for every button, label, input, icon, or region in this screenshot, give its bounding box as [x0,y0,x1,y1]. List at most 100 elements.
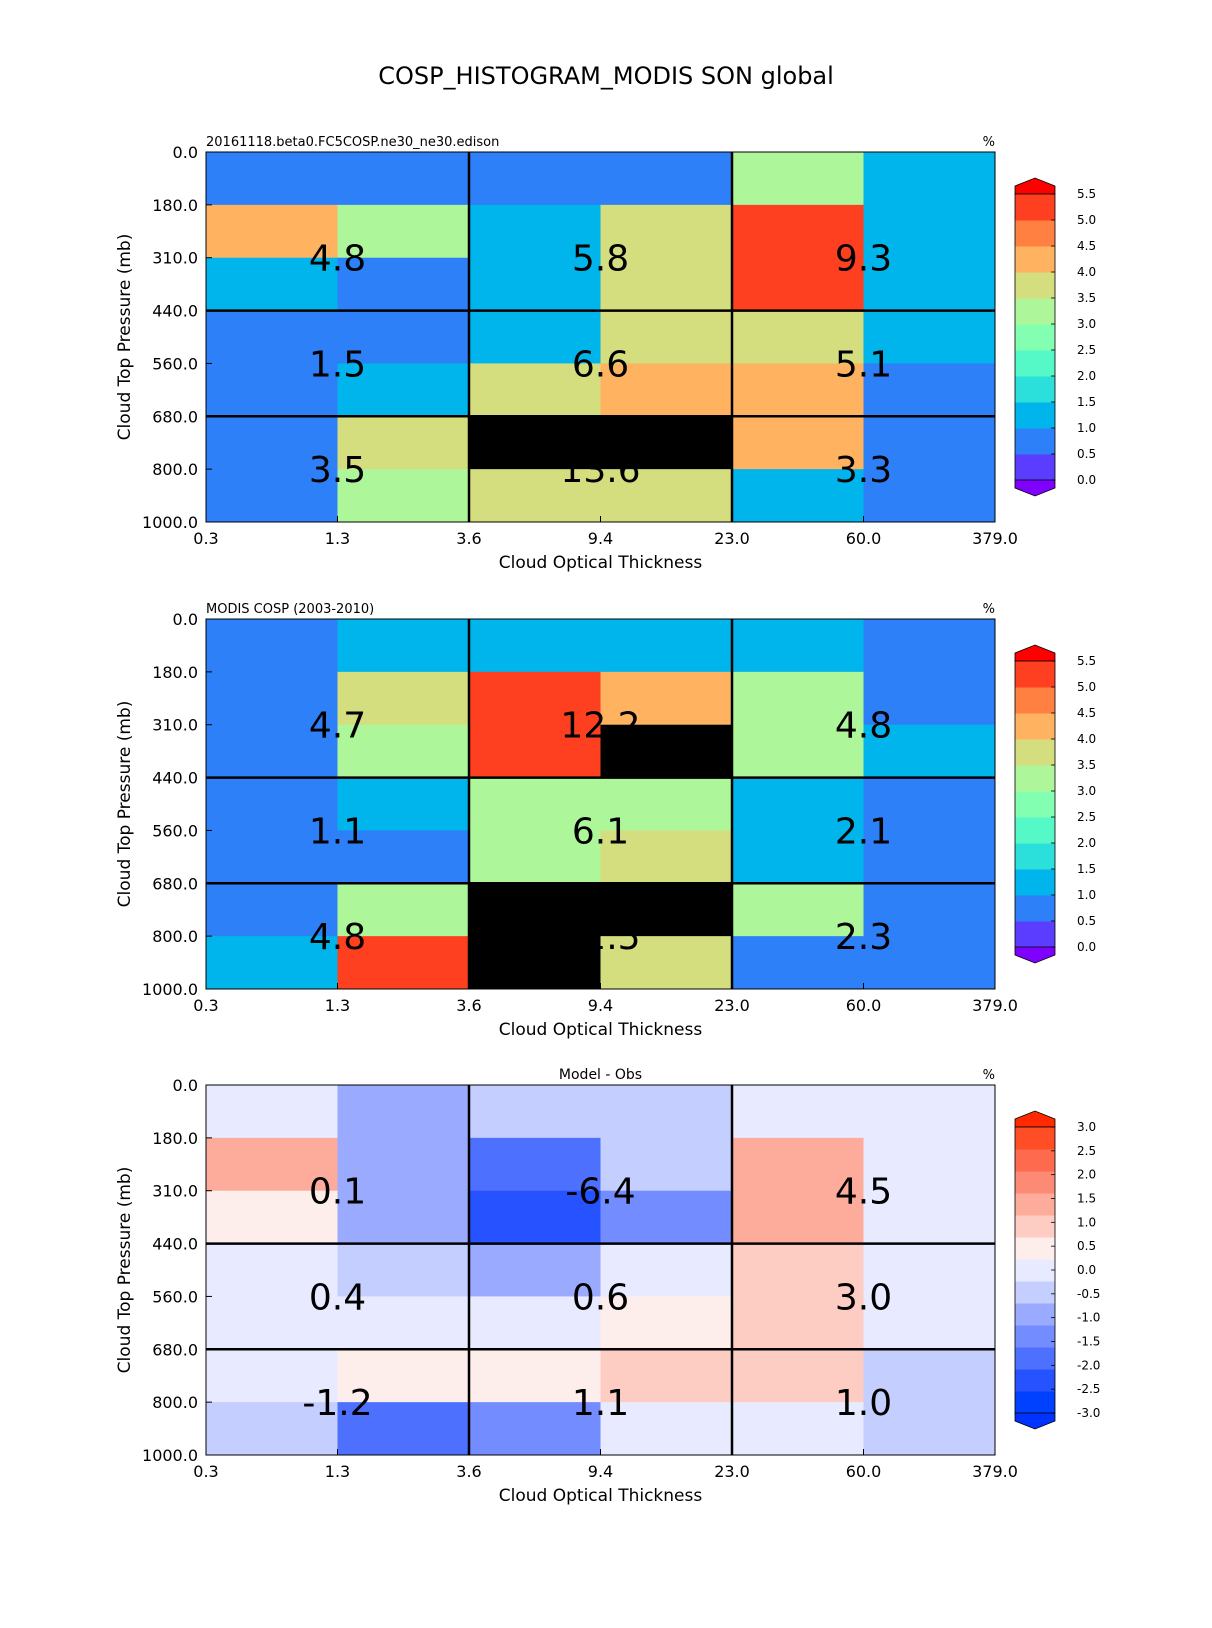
x-tick-label: 0.3 [193,1462,218,1481]
box-total-label: 2.1 [835,811,892,852]
heatmap-cell [469,204,601,259]
colorbar-tick-label: 0.0 [1077,940,1096,954]
colorbar-tick-label: 2.0 [1077,369,1096,383]
colorbar: 0.0 0.5 1.0 1.5 2.0 2.5 3.0 3.5 4.0 4.5 5.0 5.5 [1014,177,1096,497]
colorbar-tick-label: 0.5 [1077,447,1096,461]
x-tick-label: 0.3 [193,529,218,548]
y-tick-label: 310.0 [152,716,198,735]
panel-title-left: 20161118.beta0.FC5COSP.ne30_ne30.edison [206,135,499,150]
colorbar-segment [1015,765,1055,792]
heatmap-cell [863,883,996,937]
heatmap-cell [600,1190,733,1245]
y-tick-label: 180.0 [152,196,198,215]
box-total-label: 3.0 [835,1277,892,1318]
heatmap-cell [206,883,338,937]
heatmap-cell [206,1402,338,1456]
box-total-label: 0.1 [309,1172,366,1213]
x-tick-label: 9.4 [588,996,613,1015]
box-total-label: 4.7 [309,706,366,747]
heatmap-cell [600,936,733,990]
colorbar-tick-label: 4.0 [1077,732,1096,746]
heatmap-cell [600,204,733,259]
heatmap-cell [469,671,601,726]
heatmap-cell [863,1402,996,1456]
colorbar-segment [1015,791,1055,818]
heatmap-cell [469,724,601,779]
colorbar-tick-label: 1.5 [1077,1192,1096,1206]
heatmap-cell [600,1296,733,1350]
colorbar-frame [1014,660,1056,948]
heatmap-cell [732,1243,864,1297]
heatmap-cell [600,310,733,364]
heatmap-cell [206,469,338,523]
y-tick-label: 560.0 [152,1287,198,1306]
y-tick-label: 440.0 [152,302,198,321]
heatmap-cell [732,1085,864,1139]
x-tick-label: 60.0 [846,996,882,1015]
heatmap-cell [732,619,864,673]
colorbar-tick-label: 2.5 [1077,810,1096,824]
heatmap-cell [732,310,864,364]
units-label: % [983,602,995,617]
heatmap-cell [337,1402,470,1456]
x-tick-label: 60.0 [846,529,882,548]
heatmap-cell [469,257,601,312]
heatmap-cell [600,777,733,831]
heatmap-cell [863,724,996,779]
box-total-label: 4.8 [309,239,366,280]
box-total-label: 1.1 [309,811,366,852]
colorbar-segment [1015,739,1055,766]
colorbar-segment [1015,402,1055,429]
colorbar-segment [1015,1149,1055,1172]
heatmap-cell [206,777,338,831]
y-tick-label: 1000.0 [142,513,198,532]
heatmap-cells [206,619,996,990]
heatmap-cell [469,1137,601,1192]
heatmap-cell [600,1349,733,1403]
heatmap-cell [206,1296,338,1350]
heatmap-cell [337,1349,470,1403]
heatmap-cell [469,777,601,831]
heatmap-cell [337,310,470,364]
heatmap-cell [732,936,864,990]
colorbar: -3.0 -2.5 -2.0 -1.5 -1.0 -0.5 0.0 0.5 1.0 1.5 2.0 2… [1014,1110,1100,1430]
x-tick-label: 23.0 [714,1462,750,1481]
heatmap-cell [732,883,864,937]
heatmap-cell [469,310,601,364]
heatmap-cell [206,1349,338,1403]
y-axis-label: Cloud Top Pressure (mb) [115,234,135,441]
y-tick-label: 800.0 [152,1393,198,1412]
colorbar-segment [1015,1303,1055,1326]
colorbar-frame [1014,193,1056,481]
heatmap-cell [600,830,733,884]
y-tick-label: 680.0 [152,874,198,893]
x-tick-label: 1.3 [325,996,350,1015]
colorbar-extend-high [1014,644,1056,662]
colorbar-segment [1015,350,1055,377]
heatmap-cell [600,671,733,726]
heatmap-cell [337,469,470,523]
colorbar-tick-label: 5.5 [1077,654,1096,668]
colorbar-segment [1015,1369,1055,1392]
box-total-label: 3.5 [309,450,366,491]
heatmap-cell [337,724,470,779]
y-tick-label: 800.0 [152,460,198,479]
colorbar-segment [1015,661,1055,688]
heatmap-cell [600,1137,733,1192]
colorbar-tick-label: 1.0 [1077,1215,1096,1229]
heatmap-cell [732,1137,864,1192]
heatmap-cell [600,883,733,937]
x-tick-label: 3.6 [456,529,481,548]
box-total-label: 0.6 [572,1277,629,1318]
colorbar-tick-label: -1.0 [1077,1311,1100,1325]
colorbar-tick-label: -0.5 [1077,1287,1100,1301]
x-tick-label: 9.4 [588,1462,613,1481]
y-tick-label: 440.0 [152,769,198,788]
panels: 4.8 5.8 9.3 1.5 6.6 5.1 3.5 13.6 3.3 0.3 1.3 3.6 9.4… [115,135,1100,1506]
heatmap-cell [337,830,470,884]
colorbar-tick-label: 2.5 [1077,343,1096,357]
colorbar-segment [1015,1347,1055,1370]
heatmap-cell [732,724,864,779]
heatmap-cell [206,724,338,779]
colorbar-segment [1015,1193,1055,1216]
